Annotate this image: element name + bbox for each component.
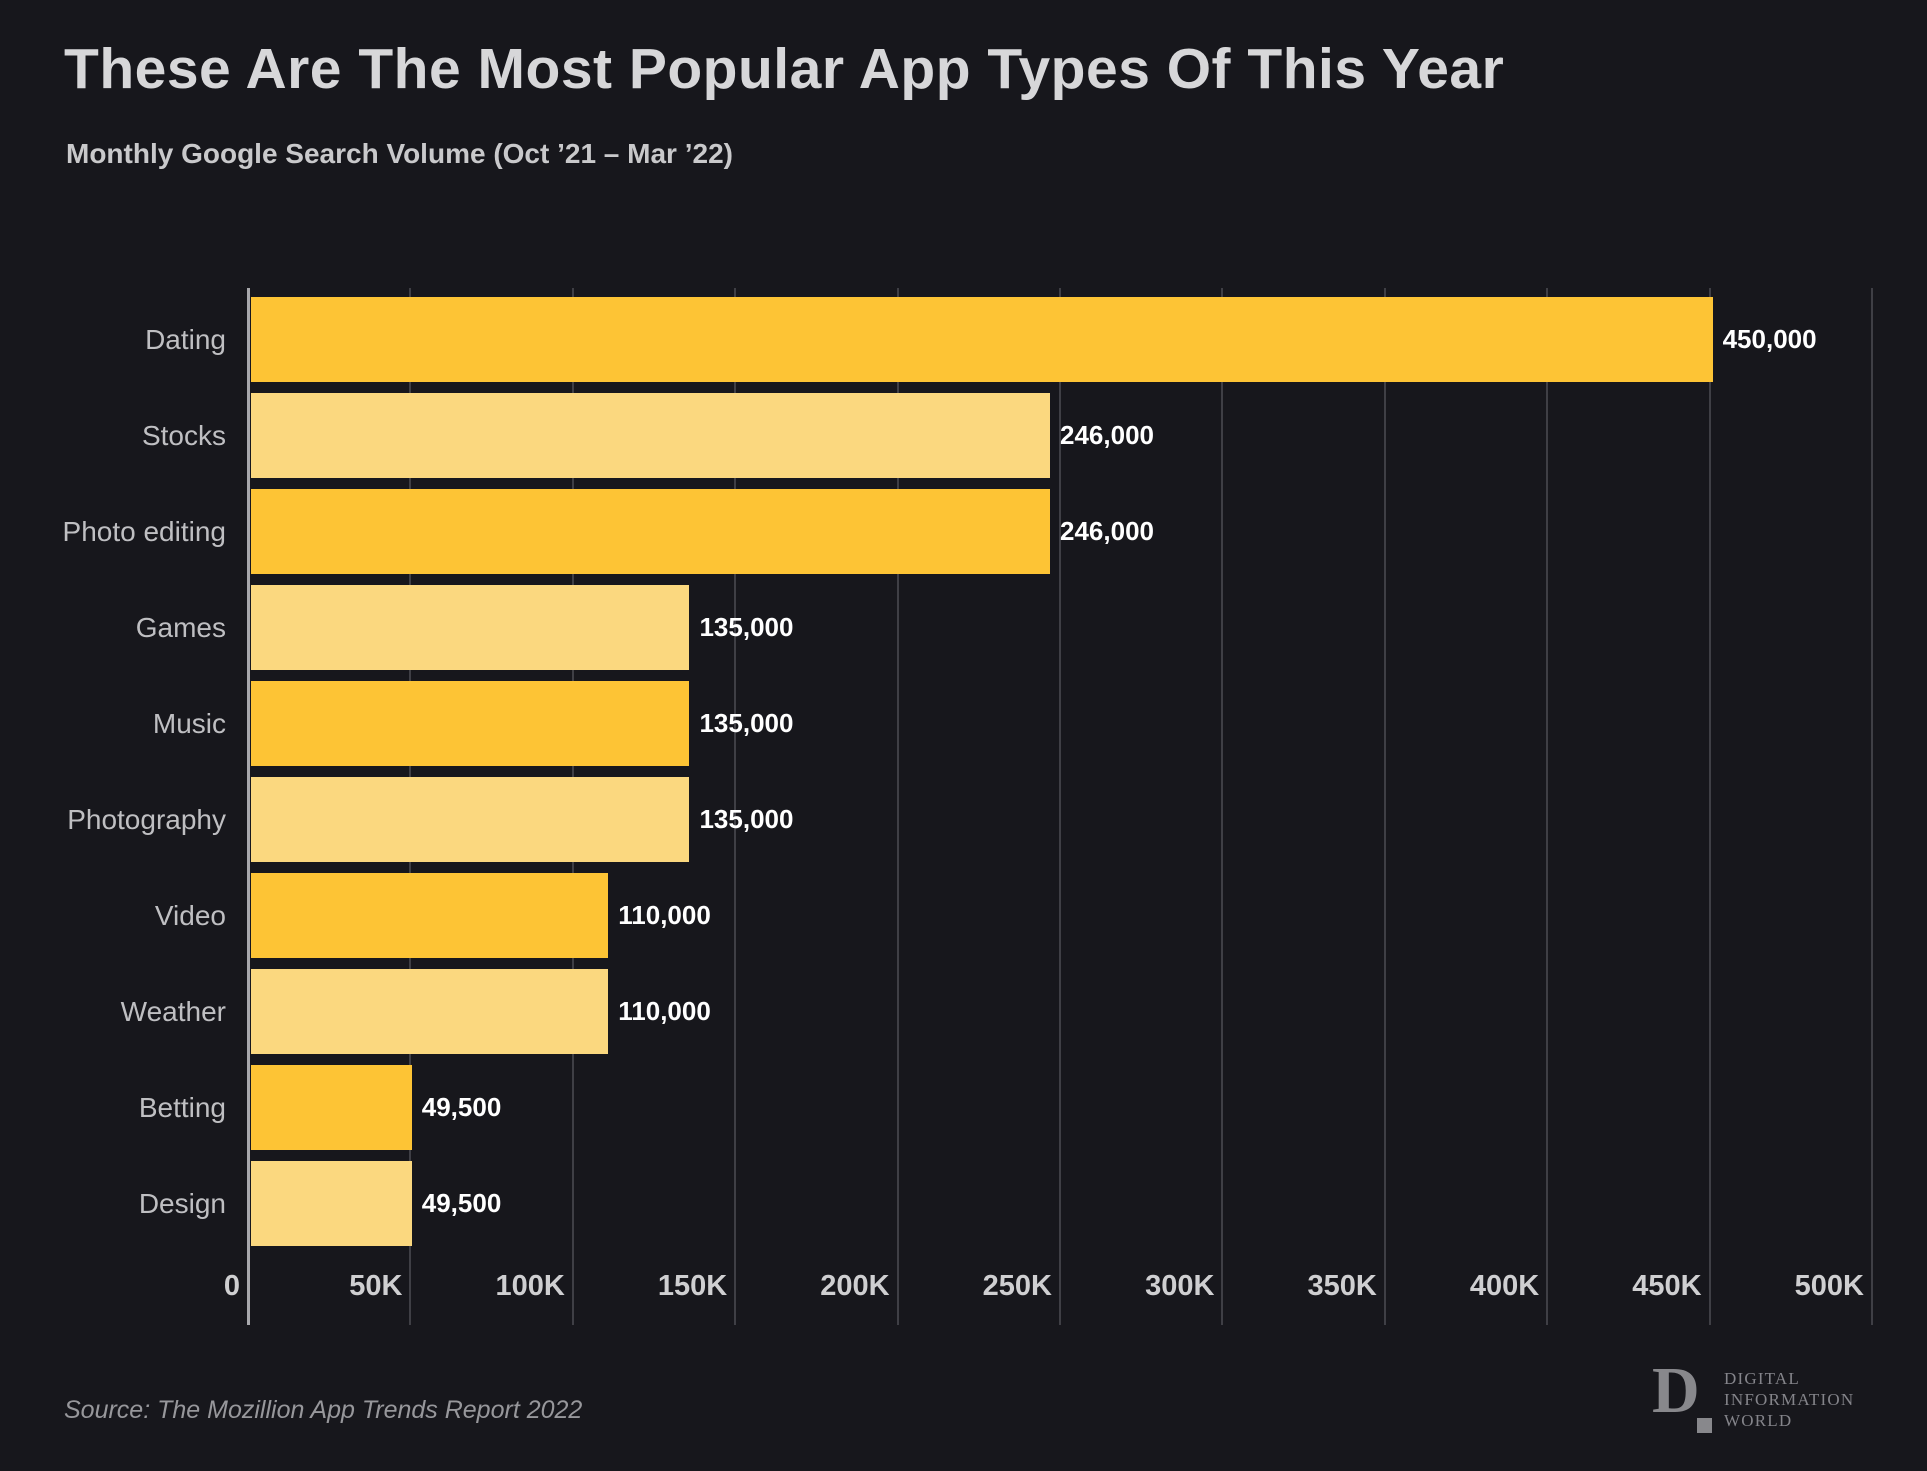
category-label-stocks: Stocks (141, 420, 226, 451)
x-axis-tick-label: 200K (820, 1270, 890, 1302)
x-axis-tick-label: 150K (657, 1270, 728, 1302)
category-label-photography: Photography (67, 804, 226, 835)
bar-value-label: 110,000 (618, 900, 711, 930)
bar-value-label: 246,000 (1060, 516, 1154, 546)
bar-value-label: 135,000 (699, 804, 794, 834)
logo-square-mark (1697, 1418, 1712, 1433)
bar-value-label: 135,000 (699, 708, 794, 738)
category-label-design: Design (138, 1188, 226, 1219)
brand-logo: D DIGITAL INFORMATION WORLD (1650, 1358, 1900, 1448)
bar-value-label: 246,000 (1060, 420, 1154, 450)
x-axis-tick-label: 50K (349, 1270, 403, 1302)
bar-weather (251, 969, 609, 1054)
page-title: These Are The Most Popular App Types Of … (64, 37, 1505, 101)
x-gridline (1383, 288, 1386, 1325)
chart-plot-area: 450,000 246,000 246,000 135,000 135,000 135,0… (246, 288, 1873, 1325)
bar-design (251, 1161, 412, 1246)
bar-value-label: 110,000 (618, 996, 711, 1026)
x-gridline (1059, 288, 1061, 1325)
x-gridline (1708, 288, 1711, 1325)
y-axis-line (246, 288, 250, 1325)
x-axis-tick-label: 400K (1469, 1270, 1540, 1302)
x-gridline (734, 288, 737, 1325)
bar-games (251, 585, 690, 670)
category-label-games: Games (135, 612, 226, 643)
bar-betting (251, 1065, 412, 1150)
x-gridline (1871, 288, 1873, 1325)
bar-photography (251, 777, 690, 862)
x-gridline (896, 288, 899, 1325)
x-axis-tick-label: 250K (982, 1270, 1052, 1302)
x-gridline (1221, 288, 1224, 1325)
logo-wordmark-line: WORLD (1724, 1411, 1793, 1430)
bar-video (251, 873, 609, 958)
bar-dating (251, 297, 1713, 382)
x-axis-tick-label: 350K (1307, 1270, 1377, 1302)
logo-wordmark-line: INFORMATION (1724, 1390, 1855, 1409)
bar-value-label: 49,500 (421, 1092, 502, 1122)
source-note: Source: The Mozillion App Trends Report … (64, 1396, 583, 1424)
x-axis-tick-label: 300K (1145, 1270, 1215, 1302)
category-label-dating: Dating (145, 324, 226, 355)
category-label-photo-editing: Photo editing (62, 516, 226, 547)
logo-wordmark-line: DIGITAL (1724, 1369, 1800, 1388)
x-axis-tick-label: 100K (495, 1270, 565, 1302)
category-label-video: Video (154, 900, 226, 931)
bar-chart: 450,000 246,000 246,000 135,000 135,000 135,0… (0, 288, 1927, 1333)
bar-value-label: 135,000 (699, 612, 794, 642)
bar-music (251, 681, 690, 766)
bar-photo-editing (251, 489, 1050, 574)
category-label-music: Music (152, 708, 226, 739)
x-gridline (1546, 288, 1549, 1325)
bar-stocks (251, 393, 1050, 478)
x-axis-tick-label: 0 (223, 1270, 240, 1302)
bar-value-label: 450,000 (1722, 324, 1817, 354)
logo-wordmark: DIGITAL INFORMATION WORLD (1724, 1368, 1854, 1431)
category-label-betting: Betting (138, 1092, 226, 1123)
chart-subtitle: Monthly Google Search Volume (Oct ’21 – … (66, 138, 733, 169)
category-label-weather: Weather (120, 996, 226, 1027)
logo-d-glyph: D (1652, 1354, 1700, 1427)
bar-value-label: 49,500 (421, 1188, 502, 1218)
x-axis-tick-label: 500K (1794, 1270, 1864, 1302)
x-axis-tick-label: 450K (1632, 1270, 1702, 1302)
